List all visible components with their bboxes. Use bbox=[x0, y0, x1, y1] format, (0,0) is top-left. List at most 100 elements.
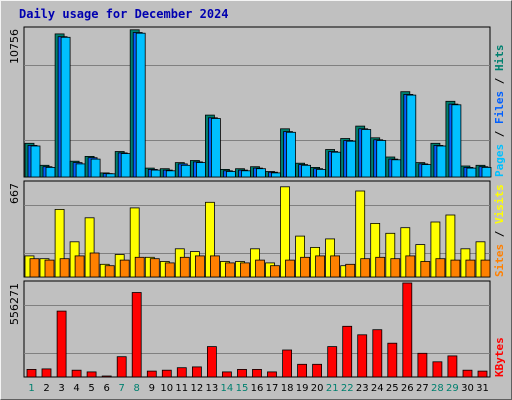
bar-pages-day-12 bbox=[195, 162, 206, 178]
bar-sites-day-16 bbox=[255, 259, 265, 278]
bar-kbytes-day-8 bbox=[131, 292, 142, 378]
bar-sites-day-25 bbox=[390, 258, 401, 278]
x-tick-label: 10 bbox=[160, 383, 173, 394]
bar-kbytes-day-24 bbox=[372, 329, 383, 378]
bar-kbytes-day-12 bbox=[191, 366, 202, 378]
bar-sites-day-9 bbox=[149, 258, 160, 278]
bar-kbytes-day-13 bbox=[206, 346, 217, 378]
x-tick-label: 23 bbox=[356, 383, 369, 394]
legend-entry: Pages bbox=[493, 144, 506, 177]
x-tick-label: 24 bbox=[371, 383, 384, 394]
bar-pages-day-17 bbox=[271, 172, 281, 178]
bar-sites-day-11 bbox=[179, 256, 190, 278]
bar-visits-day-3 bbox=[54, 208, 65, 278]
bar-sites-day-17 bbox=[270, 265, 280, 278]
legend-entry: / bbox=[493, 71, 506, 91]
x-tick-label: 17 bbox=[266, 383, 279, 394]
legend-entry: / bbox=[493, 124, 506, 144]
bar-pages-day-28 bbox=[436, 145, 447, 178]
x-tick-label: 12 bbox=[191, 383, 204, 394]
x-tick-label: 21 bbox=[326, 383, 339, 394]
bar-sites-day-19 bbox=[300, 256, 311, 278]
x-tick-label: 11 bbox=[175, 383, 188, 394]
bar-pages-day-10 bbox=[165, 170, 176, 178]
bar-sites-day-1 bbox=[29, 258, 40, 278]
bar-visits-day-18 bbox=[280, 186, 290, 278]
bar-sites-day-13 bbox=[209, 255, 220, 278]
bar-pages-day-15 bbox=[241, 170, 251, 178]
bar-sites-day-2 bbox=[44, 259, 55, 278]
bar-sites-day-21 bbox=[330, 255, 341, 278]
series-legend: Pages / Files / Hits bbox=[493, 45, 506, 178]
bar-sites-day-15 bbox=[240, 262, 250, 278]
x-tick-label: 7 bbox=[119, 383, 125, 394]
bar-pages-day-19 bbox=[301, 164, 312, 178]
x-tick-label: 1 bbox=[28, 383, 34, 394]
bar-sites-day-12 bbox=[194, 255, 205, 278]
panel-kbytes bbox=[23, 280, 491, 378]
bar-pages-day-26 bbox=[406, 94, 417, 178]
bar-sites-day-4 bbox=[74, 255, 85, 278]
bar-sites-day-27 bbox=[420, 261, 431, 278]
bar-visits-day-26 bbox=[400, 227, 411, 278]
bar-sites-day-10 bbox=[164, 262, 175, 278]
bar-kbytes-day-6 bbox=[101, 375, 112, 378]
bar-visits-day-24 bbox=[370, 222, 381, 278]
bar-pages-day-6 bbox=[105, 173, 116, 178]
x-tick-label: 8 bbox=[134, 383, 140, 394]
bar-pages-day-7 bbox=[120, 153, 131, 178]
legend-entry: Visits bbox=[493, 184, 506, 224]
bar-kbytes-day-19 bbox=[297, 363, 308, 378]
x-tick-label: 13 bbox=[206, 383, 219, 394]
bar-sites-day-8 bbox=[134, 256, 145, 278]
bar-pages-day-25 bbox=[391, 159, 402, 178]
x-tick-label: 25 bbox=[386, 383, 399, 394]
bar-visits-day-29 bbox=[445, 214, 456, 278]
bar-pages-day-9 bbox=[150, 169, 161, 178]
bar-pages-day-29 bbox=[451, 104, 462, 178]
bar-visits-day-28 bbox=[430, 221, 441, 278]
bar-sites-day-28 bbox=[435, 258, 446, 278]
bar-visits-day-8 bbox=[129, 207, 140, 278]
bar-pages-day-1 bbox=[30, 145, 41, 178]
bar-kbytes-day-22 bbox=[342, 325, 353, 378]
bar-sites-day-6 bbox=[104, 265, 115, 278]
x-tick-label: 9 bbox=[149, 383, 155, 394]
bar-pages-day-24 bbox=[376, 140, 387, 178]
bar-kbytes-day-15 bbox=[237, 368, 247, 378]
bar-kbytes-day-4 bbox=[71, 369, 82, 378]
bar-kbytes-day-11 bbox=[176, 367, 187, 378]
chart-title: Daily usage for December 2024 bbox=[19, 7, 229, 21]
x-tick-label: 30 bbox=[461, 383, 474, 394]
x-tick-label: 14 bbox=[221, 383, 234, 394]
legend-entry: / bbox=[493, 224, 506, 244]
bar-kbytes-day-1 bbox=[26, 368, 37, 378]
bar-kbytes-day-30 bbox=[462, 369, 473, 378]
x-tick-label: 18 bbox=[281, 383, 294, 394]
bar-pages-day-22 bbox=[346, 140, 357, 178]
bar-visits-day-5 bbox=[84, 217, 95, 278]
bar-pages-day-20 bbox=[316, 168, 327, 178]
bar-visits-day-13 bbox=[204, 201, 215, 278]
bar-sites-day-22 bbox=[345, 263, 356, 278]
bar-pages-day-18 bbox=[286, 131, 296, 178]
bar-sites-day-29 bbox=[450, 259, 461, 278]
bar-sites-day-7 bbox=[119, 259, 130, 278]
x-tick-label: 26 bbox=[401, 383, 414, 394]
bar-kbytes-day-7 bbox=[116, 356, 127, 378]
bar-kbytes-day-21 bbox=[327, 346, 338, 378]
x-tick-label: 19 bbox=[296, 383, 309, 394]
bar-pages-day-16 bbox=[256, 168, 266, 178]
bar-kbytes-day-2 bbox=[41, 368, 52, 378]
y-max-label: 667 bbox=[8, 183, 21, 204]
bar-pages-day-2 bbox=[45, 166, 56, 178]
x-tick-label: 16 bbox=[251, 383, 264, 394]
bar-kbytes-day-20 bbox=[312, 363, 323, 378]
x-tick-label: 15 bbox=[236, 383, 249, 394]
bar-kbytes-day-29 bbox=[447, 355, 458, 378]
bar-kbytes-day-10 bbox=[161, 369, 172, 378]
bar-pages-day-13 bbox=[210, 118, 221, 178]
bar-kbytes-day-18 bbox=[282, 349, 293, 378]
x-tick-label: 29 bbox=[446, 383, 459, 394]
legend-entry: Files bbox=[493, 91, 506, 124]
